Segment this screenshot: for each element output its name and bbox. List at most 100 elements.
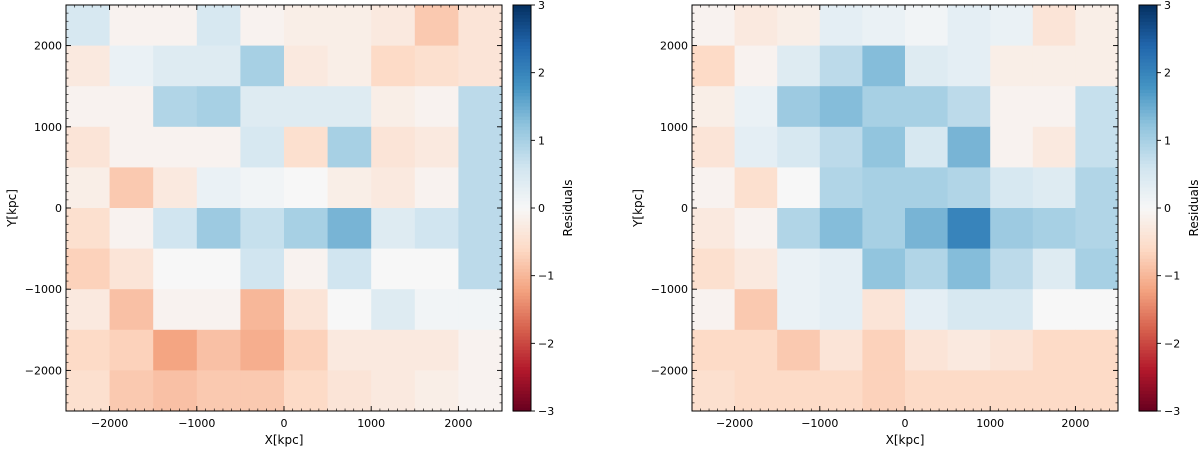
- heatmap-cell: [371, 208, 416, 250]
- heatmap-cell: [327, 329, 372, 371]
- y-tick-label: 1000: [660, 121, 688, 134]
- heatmap-cell: [1075, 86, 1119, 128]
- colorbar-segment: [513, 194, 531, 199]
- heatmap-cell: [990, 208, 1034, 250]
- colorbar-segment: [513, 326, 531, 331]
- heatmap-cell: [862, 289, 906, 331]
- heatmap-cell: [905, 329, 949, 371]
- heatmap-cell: [734, 86, 778, 128]
- colorbar-segment: [1139, 235, 1157, 240]
- heatmap-cell: [777, 248, 821, 290]
- colorbar-segment: [1139, 309, 1157, 314]
- heatmap-cell: [414, 126, 459, 168]
- heatmap-cell: [414, 370, 459, 412]
- colorbar-segment: [1139, 339, 1157, 344]
- heatmap-cell: [905, 208, 949, 250]
- colorbar-segment: [513, 52, 531, 57]
- colorbar-segment: [513, 285, 531, 290]
- heatmap-cell: [371, 329, 416, 371]
- heatmap-cell: [66, 86, 111, 128]
- heatmap-cell: [458, 370, 503, 412]
- colorbar-segment: [513, 184, 531, 189]
- colorbar-segment: [1139, 59, 1157, 64]
- colorbar-segment: [513, 150, 531, 155]
- colorbar-segment: [513, 353, 531, 358]
- heatmap-cell: [284, 248, 329, 290]
- heatmap-cell: [1075, 370, 1119, 412]
- colorbar-segment: [513, 170, 531, 175]
- colorbar-tick-label: 2: [1164, 67, 1171, 80]
- heatmap-cell: [1032, 289, 1076, 331]
- colorbar-segment: [1139, 394, 1157, 399]
- colorbar-segment: [1139, 224, 1157, 229]
- heatmap-cell: [196, 370, 241, 412]
- colorbar-segment: [513, 309, 531, 314]
- colorbar-segment: [513, 306, 531, 311]
- heatmap-cell: [240, 289, 285, 331]
- colorbar-segment: [513, 76, 531, 81]
- heatmap-cell: [327, 248, 372, 290]
- heatmap-cell: [1032, 208, 1076, 250]
- colorbar-segment: [1139, 18, 1157, 23]
- colorbar-segment: [513, 123, 531, 128]
- colorbar-segment: [513, 208, 531, 212]
- heatmap-cell: [327, 167, 372, 209]
- heatmap-cell: [109, 126, 154, 168]
- heatmap-cell: [947, 126, 991, 168]
- colorbar-segment: [1139, 86, 1157, 91]
- heatmap-cell: [692, 208, 736, 250]
- colorbar-segment: [1139, 109, 1157, 114]
- colorbar-segment: [1139, 258, 1157, 263]
- heatmap-cell: [1075, 126, 1119, 168]
- colorbar-segment: [1139, 96, 1157, 101]
- heatmap-cell: [947, 289, 991, 331]
- heatmap-cell: [109, 86, 154, 128]
- x-tick-label: −1000: [178, 417, 215, 430]
- y-tick-label: −2000: [25, 364, 62, 377]
- heatmap-cell: [862, 86, 906, 128]
- colorbar-segment: [1139, 367, 1157, 371]
- heatmap-cell: [240, 5, 285, 47]
- colorbar-segment: [513, 224, 531, 229]
- colorbar-segment: [513, 363, 531, 368]
- colorbar-segment: [1139, 160, 1157, 165]
- heatmap-cell: [371, 248, 416, 290]
- heatmap-cell: [109, 208, 154, 250]
- colorbar-segment: [1139, 5, 1157, 9]
- colorbar-segment: [513, 248, 531, 253]
- colorbar-segment: [513, 346, 531, 351]
- colorbar-segment: [513, 55, 531, 60]
- colorbar-segment: [1139, 279, 1157, 284]
- heatmap-cell: [327, 5, 372, 47]
- colorbar-segment: [513, 241, 531, 246]
- heatmap-cell: [109, 5, 154, 47]
- heatmap-panels: −2000 −1000 0 1000 2000−2000−1000010002000X[…: [5, 0, 1200, 447]
- heatmap-cell: [819, 86, 863, 128]
- heatmap-cell: [819, 248, 863, 290]
- colorbar-segment: [513, 387, 531, 392]
- y-tick-label: 2000: [660, 40, 688, 53]
- heatmap-cell: [284, 208, 329, 250]
- x-tick-label: 0: [281, 417, 288, 430]
- heatmap-panel-1: −2000 −1000 0 1000 2000 −2000 −1000 0 1000 2000 X[…: [5, 0, 575, 447]
- heatmap-cell: [692, 370, 736, 412]
- colorbar-segment: [513, 140, 531, 145]
- colorbar-segment: [1139, 28, 1157, 33]
- colorbar-segment: [513, 204, 531, 209]
- colorbar-segment: [1139, 377, 1157, 382]
- heatmap-cell: [153, 248, 198, 290]
- heatmap-cell: [777, 126, 821, 168]
- colorbar-segment: [1139, 103, 1157, 108]
- colorbar-segment: [513, 180, 531, 185]
- colorbar-segment: [513, 103, 531, 108]
- y-tick-label: 2000: [34, 40, 62, 53]
- colorbar: −3 −2 −1 0 1 2 3 Residuals: [1138, 0, 1200, 418]
- heatmap-cell: [109, 45, 154, 87]
- heatmap-cell: [1032, 167, 1076, 209]
- colorbar-segment: [513, 265, 531, 270]
- colorbar-segment: [1139, 275, 1157, 280]
- colorbar-segment: [513, 89, 531, 94]
- heatmap-cell: [153, 289, 198, 331]
- colorbar: −3 −2 −1 0 1 2 3 Residuals: [512, 0, 575, 418]
- colorbar-segment: [1139, 140, 1157, 145]
